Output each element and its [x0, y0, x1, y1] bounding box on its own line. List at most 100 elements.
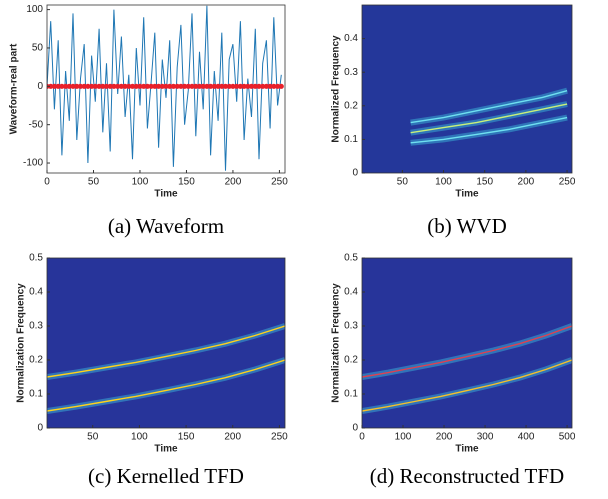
marker — [245, 83, 251, 89]
marker — [96, 83, 102, 89]
y-tick-label: 0 — [352, 423, 358, 434]
y-tick-label: 100 — [26, 4, 43, 15]
marker — [278, 83, 284, 89]
caption: (a) Waveform — [108, 214, 224, 238]
y-tick-label: 0.4 — [29, 287, 43, 298]
ridge-line — [410, 116, 568, 144]
x-tick-label: 250 — [271, 177, 288, 188]
y-tick-label: 0 — [352, 168, 358, 179]
x-tick-label: 400 — [518, 432, 535, 443]
marker — [271, 83, 277, 89]
x-tick-label: 150 — [178, 177, 195, 188]
marker — [204, 83, 210, 89]
marker — [170, 83, 177, 89]
caption: (b) WVD — [427, 214, 507, 238]
x-tick-label: 200 — [224, 432, 241, 443]
marker — [122, 83, 128, 89]
y-tick-label: 0.3 — [29, 321, 43, 332]
y-axis-label: Normalized Frequency — [331, 35, 342, 143]
marker — [126, 83, 132, 89]
x-tick-label: 250 — [559, 177, 576, 188]
y-axis-label: Waveform-real part — [9, 43, 20, 134]
marker — [211, 83, 217, 89]
x-tick-label: 250 — [271, 432, 288, 443]
marker — [267, 83, 273, 89]
x-tick-label: 500 — [559, 432, 576, 443]
y-tick-label: 0 — [37, 423, 43, 434]
x-axis-label: Time — [154, 189, 178, 200]
marker — [81, 83, 87, 89]
y-tick-label: 0.3 — [344, 67, 358, 78]
marker — [181, 83, 188, 89]
marker — [144, 83, 151, 89]
ridge-line — [47, 325, 285, 378]
caption: (d) Reconstructed TFD — [370, 464, 564, 488]
marker — [174, 83, 180, 89]
marker — [137, 83, 143, 89]
y-tick-label: 0.5 — [29, 253, 43, 264]
x-tick-label: 50 — [87, 432, 99, 443]
ridge-line — [362, 359, 572, 412]
marker — [107, 83, 113, 89]
ridge-line — [362, 325, 572, 378]
y-tick-label: -50 — [29, 119, 44, 130]
y-tick-label: 0.1 — [344, 389, 358, 400]
plot-area — [47, 5, 284, 171]
marker — [111, 83, 117, 89]
y-axis-label: Normalization Frequency — [331, 283, 342, 403]
marker — [252, 83, 258, 89]
x-tick-label: 300 — [477, 432, 494, 443]
plot-area — [362, 5, 572, 173]
marker — [208, 83, 214, 89]
marker — [59, 83, 65, 89]
marker — [152, 83, 158, 89]
marker — [222, 83, 229, 89]
marker — [189, 83, 195, 89]
waveform-line — [47, 5, 282, 171]
marker — [237, 83, 243, 89]
marker — [256, 83, 262, 89]
marker — [200, 83, 206, 89]
marker — [193, 83, 199, 89]
x-tick-label: 100 — [132, 177, 149, 188]
marker — [74, 83, 80, 89]
marker — [103, 83, 110, 89]
x-tick-label: 100 — [435, 177, 452, 188]
marker — [167, 83, 173, 89]
x-tick-label: 0 — [359, 432, 365, 443]
y-tick-label: 0.4 — [344, 33, 358, 44]
y-tick-label: 50 — [32, 43, 44, 54]
y-tick-label: 0 — [37, 81, 43, 92]
marker — [48, 83, 54, 89]
y-tick-label: 0.4 — [344, 287, 358, 298]
ridge-line — [410, 90, 568, 124]
marker — [55, 83, 61, 89]
y-tick-label: 0.1 — [344, 134, 358, 145]
x-tick-label: 200 — [225, 177, 242, 188]
x-tick-label: 150 — [476, 177, 493, 188]
marker — [219, 83, 225, 89]
y-tick-label: 0.2 — [29, 355, 43, 366]
marker — [260, 83, 266, 89]
marker — [51, 83, 58, 89]
y-tick-label: -100 — [23, 158, 43, 169]
y-tick-label: 0.2 — [344, 100, 358, 111]
ridge-line — [410, 103, 568, 134]
marker — [148, 83, 154, 89]
axes-box — [361, 257, 573, 429]
axes-box — [361, 4, 573, 174]
marker — [66, 83, 72, 89]
x-tick-label: 50 — [88, 177, 100, 188]
marker — [141, 83, 147, 89]
marker — [92, 83, 98, 89]
axes-box — [46, 4, 286, 174]
heatmap-background — [362, 258, 572, 428]
x-tick-label: 150 — [178, 432, 195, 443]
x-tick-label: 100 — [395, 432, 412, 443]
marker — [77, 83, 84, 89]
y-tick-label: 0.2 — [344, 355, 358, 366]
marker — [129, 83, 136, 89]
x-tick-label: 200 — [518, 177, 535, 188]
